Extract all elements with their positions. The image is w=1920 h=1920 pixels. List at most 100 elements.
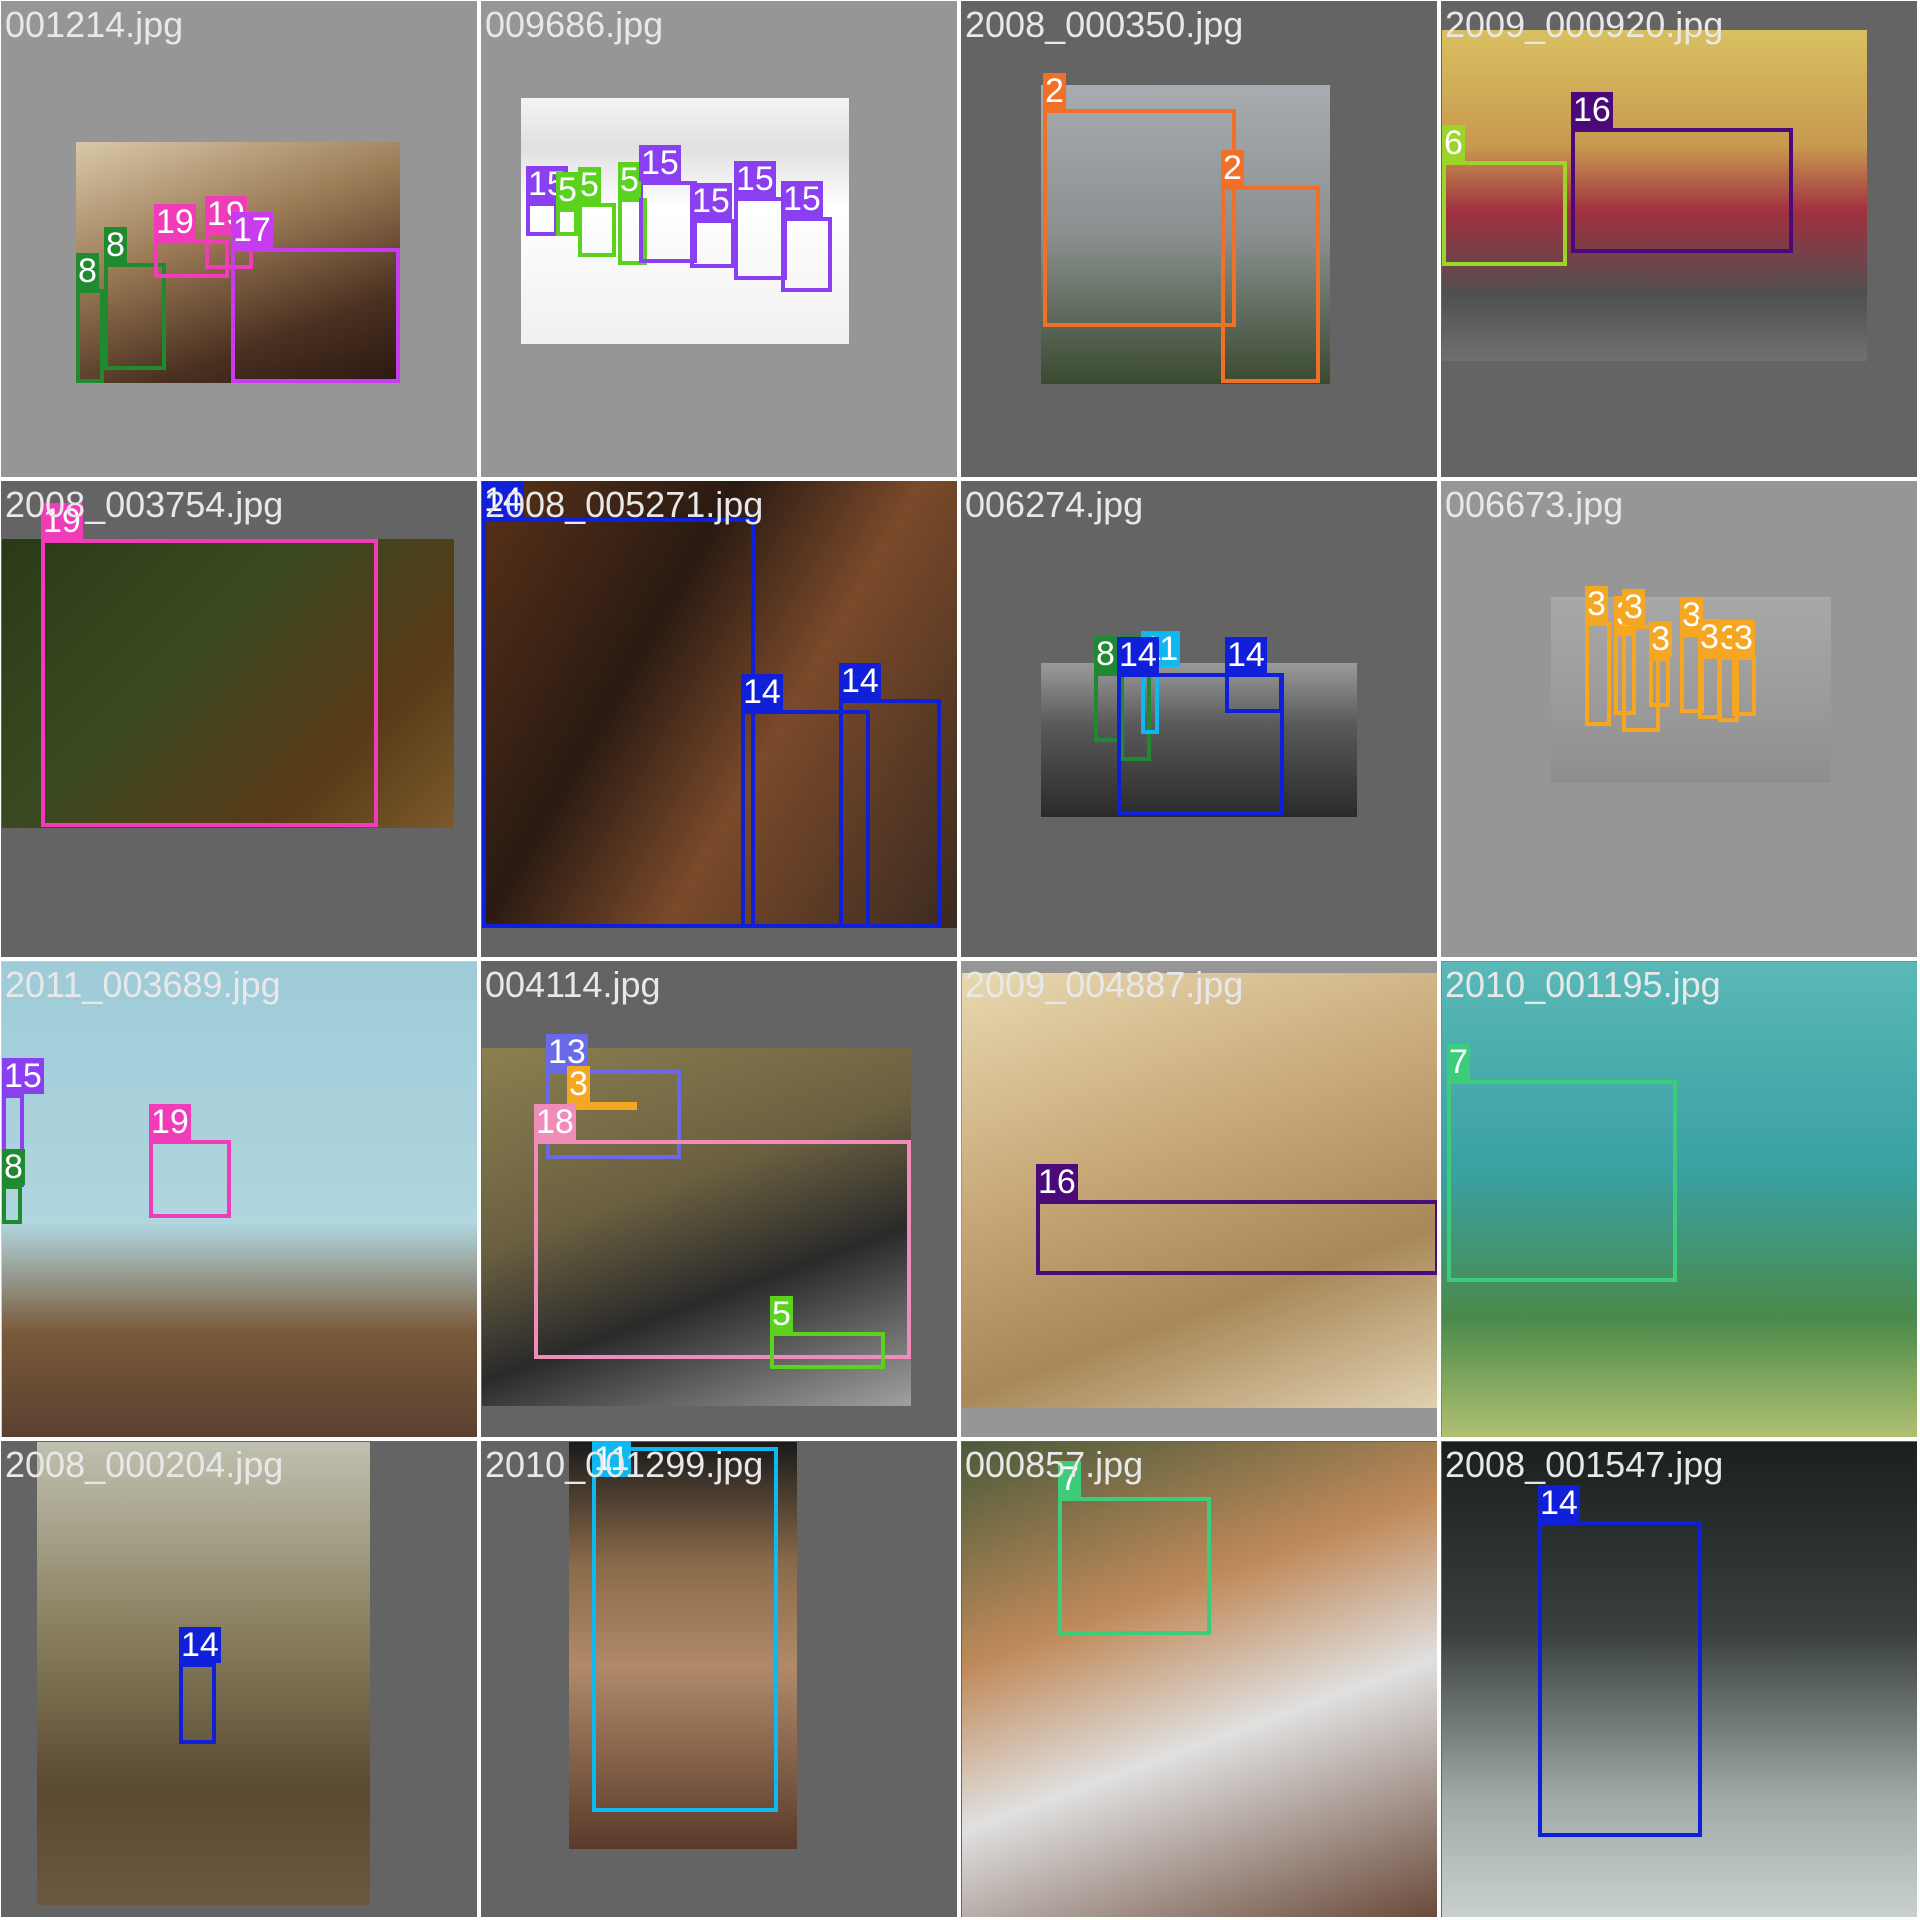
photo [962, 973, 1437, 1408]
image-tile: 8 8 19 19 17 001214.jpg [1, 1, 477, 477]
bounding-box [592, 1447, 778, 1812]
box-label: 14 [482, 481, 524, 519]
bounding-box [1117, 673, 1284, 815]
box-label: 3 [1649, 620, 1672, 658]
bounding-box [1043, 109, 1236, 327]
image-tile: 13 3 18 5 004114.jpg [481, 961, 957, 1437]
box-label: 17 [231, 211, 273, 249]
bounding-box [154, 240, 229, 278]
bounding-box [567, 1102, 637, 1110]
bounding-box [1538, 1521, 1702, 1837]
photo [1041, 85, 1330, 384]
box-label: 7 [1447, 1043, 1470, 1081]
bounding-box [839, 699, 941, 928]
bounding-box [1585, 622, 1611, 726]
image-tile: 88111414006274.jpg [961, 481, 1437, 957]
bounding-box [534, 1140, 911, 1359]
box-label: 14 [741, 673, 783, 711]
photo [1041, 663, 1357, 817]
image-tile: 2 2 2008_000350.jpg [961, 1, 1437, 477]
box-label: 7 [1058, 1460, 1081, 1498]
box-label: 3 [1585, 585, 1608, 623]
bounding-box [76, 289, 104, 383]
bounding-box [1571, 128, 1793, 253]
bounding-box [1718, 656, 1739, 722]
bounding-box [1221, 186, 1320, 383]
bounding-box [1649, 657, 1670, 707]
box-label: 2 [1043, 72, 1066, 110]
box-label: 3 [567, 1065, 590, 1103]
box-label: 15 [2, 1057, 44, 1095]
filename-label: 000857.jpg [965, 1444, 1144, 1485]
bounding-box [179, 1663, 216, 1744]
bounding-box [1036, 1200, 1437, 1275]
bounding-box [556, 208, 578, 236]
photo [482, 481, 957, 928]
box-label: 8 [104, 226, 127, 264]
photo [2, 962, 477, 1437]
box-label: 6 [1442, 124, 1465, 162]
bounding-box [734, 197, 787, 280]
box-label: 19 [41, 502, 83, 540]
filename-label: 2008_000204.jpg [5, 1444, 284, 1485]
bounding-box [618, 198, 647, 265]
bounding-box [741, 710, 870, 928]
box-label: 15 [734, 160, 776, 198]
image-tile: 11 2010_001299.jpg [481, 1441, 957, 1917]
filename-label: 006274.jpg [965, 484, 1144, 525]
filename-label: 001214.jpg [5, 4, 184, 45]
box-label: 8 [1094, 635, 1117, 673]
bounding-box [231, 248, 400, 383]
image-tile: 14 2008_001547.jpg [1441, 1441, 1917, 1917]
filename-label: 2008_001547.jpg [1445, 1444, 1724, 1485]
photo [76, 142, 400, 383]
filename-label: 2008_003754.jpg [5, 484, 284, 525]
box-label: 13 [546, 1033, 588, 1071]
bounding-box [770, 1332, 885, 1369]
image-tile: 7 2010_001195.jpg [1441, 961, 1917, 1437]
box-label: 3 [1680, 596, 1703, 634]
image-tile: 16 2009_004887.jpg [961, 961, 1437, 1437]
box-label: 14 [1538, 1484, 1580, 1522]
bounding-box [2, 1185, 22, 1224]
box-label: 5 [556, 171, 579, 209]
bounding-box [690, 219, 735, 268]
filename-label: 2008_005271.jpg [485, 484, 764, 525]
box-label: 5 [770, 1295, 793, 1333]
filename-label: 2010_001299.jpg [485, 1444, 764, 1485]
box-label: 5 [618, 161, 641, 199]
image-tile: 15 5 5 5 15 15 15 15 009686.jpg [481, 1, 957, 477]
box-label: 5 [578, 166, 601, 204]
box-label: 11 [592, 1441, 632, 1478]
image-tile: 19 2008_003754.jpg [1, 481, 477, 957]
box-label: 19 [154, 203, 196, 241]
box-label: 3 [1732, 619, 1755, 657]
filename-label: 2009_000920.jpg [1445, 4, 1724, 45]
bounding-box [1622, 625, 1660, 732]
box-label: 3 [1622, 588, 1645, 626]
box-label: 2 [1221, 149, 1244, 187]
bounding-box [526, 202, 558, 236]
filename-label: 006673.jpg [1445, 484, 1624, 525]
box-label: 14 [179, 1626, 221, 1664]
image-tile: 33333333006673.jpg [1441, 481, 1917, 957]
bounding-box [1732, 656, 1756, 716]
photo [962, 1442, 1437, 1917]
box-label: 18 [534, 1103, 576, 1141]
photo [569, 1442, 797, 1849]
box-label: 16 [1036, 1163, 1078, 1201]
photo [2, 539, 454, 828]
box-label: 15 [690, 182, 732, 220]
photo [37, 1442, 370, 1905]
bounding-box [104, 263, 166, 370]
bounding-box [639, 181, 697, 263]
box-label: 16 [1571, 91, 1613, 129]
bounding-box [578, 203, 616, 257]
box-label: 8 [76, 252, 99, 290]
image-tile: 14 2008_000204.jpg [1, 1441, 477, 1917]
bounding-box [1225, 673, 1283, 713]
filename-label: 009686.jpg [485, 4, 664, 45]
box-label: 14 [839, 662, 881, 700]
filename-label: 2009_004887.jpg [965, 964, 1244, 1005]
